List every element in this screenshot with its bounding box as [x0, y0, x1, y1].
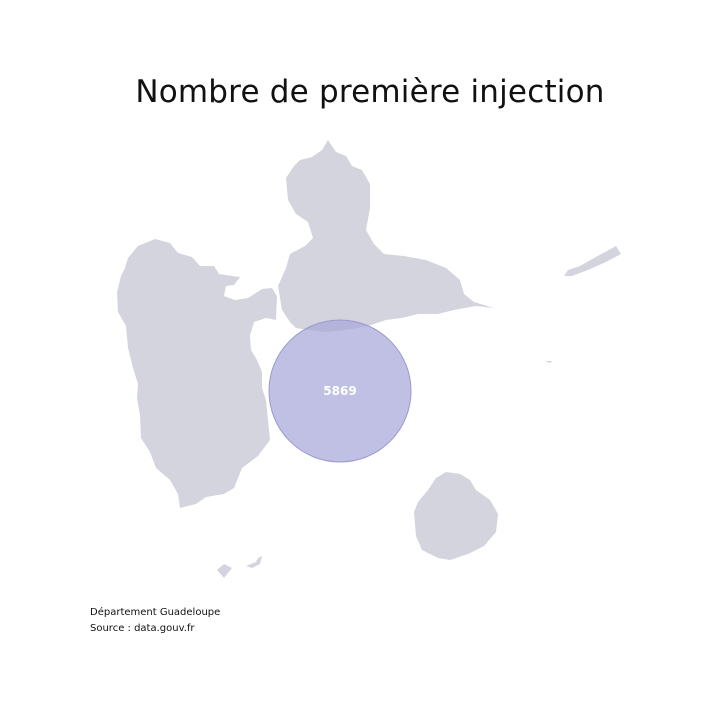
caption-department: Département Guadeloupe — [90, 607, 221, 618]
region-les-saintes-west[interactable] — [217, 564, 232, 578]
caption-source: Source : data.gouv.fr — [90, 623, 195, 634]
bubble-value-label: 5869 — [323, 384, 356, 398]
region-basse-terre[interactable] — [117, 239, 277, 508]
region-marie-galante[interactable] — [414, 472, 498, 560]
region-les-saintes-east[interactable] — [246, 556, 262, 568]
region-la-desirade[interactable] — [564, 246, 621, 276]
map-title: Nombre de première injection — [135, 74, 605, 110]
bubble-marker[interactable] — [268, 319, 412, 463]
region-petite-terre[interactable] — [545, 361, 552, 363]
region-grande-terre[interactable] — [278, 140, 494, 332]
